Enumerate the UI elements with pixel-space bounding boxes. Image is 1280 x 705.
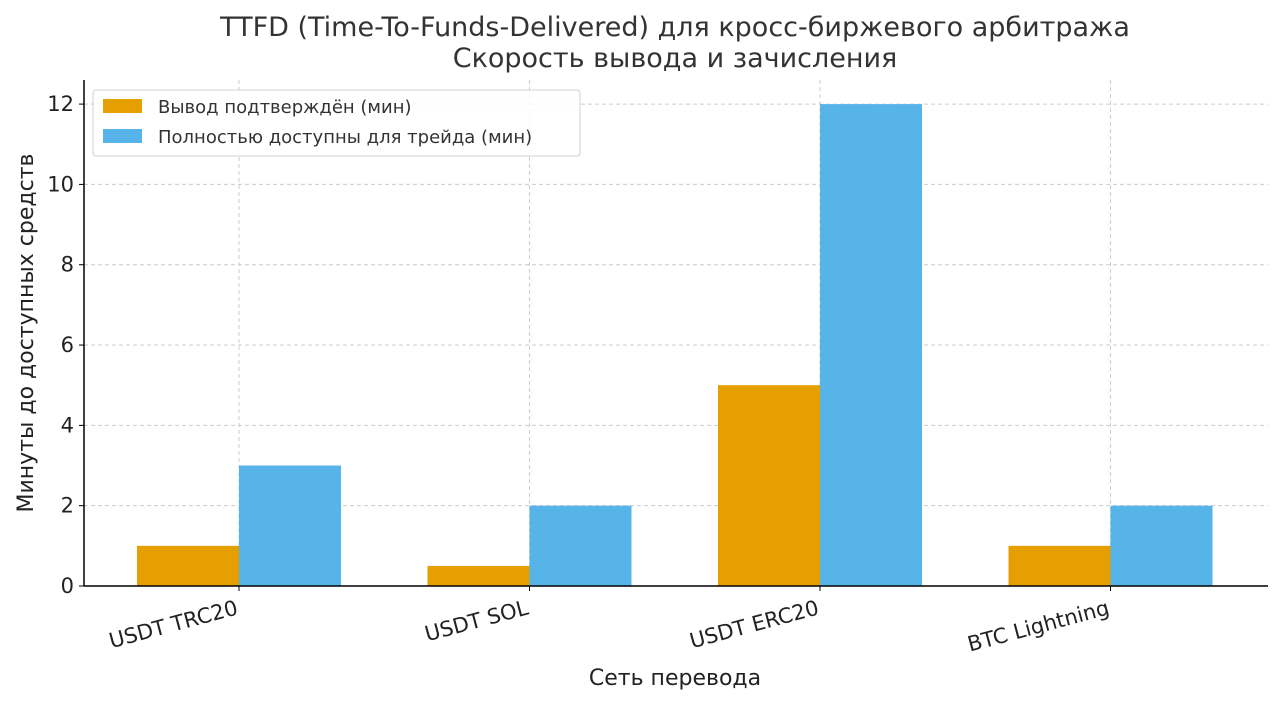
legend-label-available: Полностью доступны для трейда (мин): [158, 127, 532, 148]
y-tick-label: 12: [47, 92, 74, 116]
legend-label-withdrawal: Вывод подтверждён (мин): [158, 97, 412, 118]
y-tick-label: 10: [47, 172, 74, 196]
y-tick-label: 4: [61, 413, 74, 437]
bar-withdrawal-2: [718, 385, 820, 586]
y-tick-label: 2: [61, 494, 74, 518]
chart-subtitle: Скорость вывода и зачисления: [453, 43, 898, 74]
x-tick-label: BTC Lightning: [965, 596, 1112, 657]
bar-available-1: [529, 505, 632, 586]
legend-swatch-withdrawal: [103, 99, 142, 113]
y-tick-label: 6: [61, 333, 74, 357]
bar-withdrawal-0: [137, 545, 239, 586]
y-tick-label: 0: [61, 574, 74, 598]
legend: Вывод подтверждён (мин) Полностью доступ…: [92, 89, 581, 157]
y-axis-label: Минуты до доступных средств: [14, 154, 39, 513]
x-ticks: USDT TRC20 USDT SOL USDT ERC20 BTC Lightnin…: [106, 586, 1112, 657]
y-ticks: 0 2 4 6 8 10 12: [47, 92, 84, 598]
x-tick-label: USDT TRC20: [106, 596, 240, 653]
x-tick-label: USDT ERC20: [687, 596, 821, 653]
chart-title: TTFD (Time-To-Funds-Delivered) для кросс…: [219, 12, 1130, 43]
x-tick-label: USDT SOL: [422, 596, 531, 647]
bar-available-0: [239, 465, 341, 586]
bar-withdrawal-3: [1008, 545, 1111, 586]
axes: [83, 80, 1268, 587]
legend-swatch-available: [103, 129, 142, 143]
grid: [84, 80, 1268, 586]
y-tick-label: 8: [61, 253, 74, 277]
bar-withdrawal-1: [427, 565, 530, 586]
bars: [137, 104, 1213, 586]
x-axis-label: Сеть перевода: [589, 666, 761, 691]
bar-available-3: [1110, 505, 1213, 586]
bar-available-2: [820, 104, 922, 586]
legend-box: [92, 89, 581, 157]
